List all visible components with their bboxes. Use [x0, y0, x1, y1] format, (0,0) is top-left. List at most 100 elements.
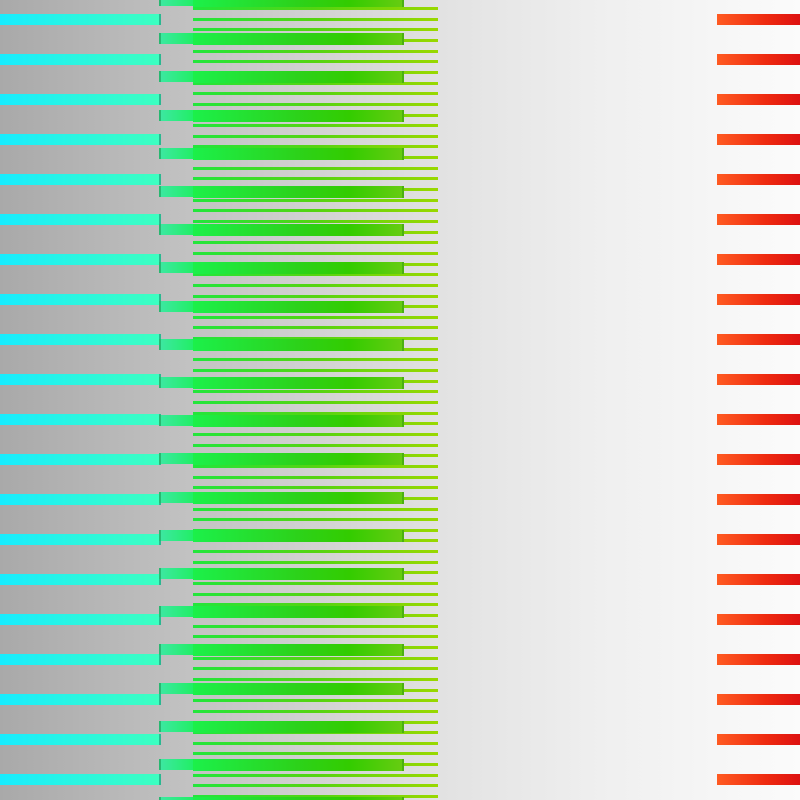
red-bar — [717, 334, 800, 345]
thin-bar — [193, 241, 438, 244]
thin-bar — [193, 358, 438, 361]
red-bar — [717, 694, 800, 705]
red-bar — [717, 734, 800, 745]
cyan-bar — [0, 734, 161, 745]
thin-bar — [193, 444, 438, 447]
green-bar — [193, 110, 404, 122]
stub-bar — [159, 301, 193, 312]
thin-bar — [193, 476, 438, 479]
red-bar — [717, 54, 800, 65]
thin-bar — [193, 92, 438, 95]
cyan-bar — [0, 214, 161, 225]
cyan-bar — [0, 414, 161, 425]
stub-bar — [159, 492, 193, 503]
green-bar — [193, 644, 404, 656]
green-bar — [193, 148, 404, 160]
green-bar — [193, 0, 404, 7]
green-bar — [193, 71, 404, 83]
green-bar — [193, 33, 404, 45]
green-bar — [193, 759, 404, 771]
red-bar — [717, 494, 800, 505]
thin-bar — [193, 582, 438, 585]
thin-bar — [193, 667, 438, 670]
thin-bar — [193, 412, 438, 415]
green-bar — [193, 568, 404, 580]
thin-bar — [193, 603, 438, 606]
thin-bar — [193, 433, 438, 436]
red-bar — [717, 774, 800, 785]
stub-bar — [159, 186, 193, 197]
thin-bar — [193, 742, 438, 745]
thin-bar — [193, 199, 438, 202]
thin-bar — [193, 167, 438, 170]
red-bar — [717, 374, 800, 385]
thin-bar — [193, 60, 438, 63]
thin-bar — [193, 625, 438, 628]
thin-bar — [193, 326, 438, 329]
cyan-bar — [0, 134, 161, 145]
cyan-bar — [0, 654, 161, 665]
red-bar — [717, 294, 800, 305]
thin-bar — [193, 18, 438, 21]
cyan-bar — [0, 534, 161, 545]
red-bar — [717, 14, 800, 25]
thin-bar — [193, 82, 438, 85]
red-bar — [717, 254, 800, 265]
red-bar — [717, 654, 800, 665]
green-bar — [193, 262, 404, 274]
thin-bar — [193, 401, 438, 404]
thin-bar — [193, 508, 438, 511]
stub-bar — [159, 530, 193, 541]
cyan-bar — [0, 454, 161, 465]
thin-bar — [193, 465, 438, 468]
thin-bar — [193, 295, 438, 298]
thin-bar — [193, 316, 438, 319]
stub-bar — [159, 110, 193, 121]
thin-bar — [193, 177, 438, 180]
cyan-bar — [0, 94, 161, 105]
cyan-bar — [0, 14, 161, 25]
stub-bar — [159, 721, 193, 732]
stub-bar — [159, 683, 193, 694]
red-bar — [717, 214, 800, 225]
cyan-bar — [0, 574, 161, 585]
green-bar — [193, 683, 404, 695]
thin-bar — [193, 390, 438, 393]
green-bar — [193, 186, 404, 198]
green-bar — [193, 606, 404, 618]
thin-bar — [193, 678, 438, 681]
green-bar — [193, 797, 404, 800]
stub-bar — [159, 644, 193, 655]
thin-bar — [193, 103, 438, 106]
stub-bar — [159, 148, 193, 159]
red-bar — [717, 534, 800, 545]
green-bar — [193, 453, 404, 465]
thin-bar — [193, 220, 438, 223]
green-bar — [193, 339, 404, 351]
thin-bar — [193, 795, 438, 798]
thin-bar — [193, 518, 438, 521]
stub-bar — [159, 759, 193, 770]
cyan-bar — [0, 294, 161, 305]
red-bar — [717, 454, 800, 465]
thin-bar — [193, 369, 438, 372]
red-bar — [717, 134, 800, 145]
stub-bar — [159, 339, 193, 350]
red-bar — [717, 94, 800, 105]
cyan-bar — [0, 54, 161, 65]
thin-bar — [193, 635, 438, 638]
thin-bar — [193, 657, 438, 660]
stub-bar — [159, 453, 193, 464]
thin-bar — [193, 124, 438, 127]
thin-bar — [193, 774, 438, 777]
cyan-bar — [0, 614, 161, 625]
cyan-bar — [0, 694, 161, 705]
thin-bar — [193, 699, 438, 702]
cyan-bar — [0, 254, 161, 265]
thin-bar — [193, 50, 438, 53]
red-bar — [717, 414, 800, 425]
cyan-bar — [0, 494, 161, 505]
stub-bar — [159, 224, 193, 235]
green-bar — [193, 721, 404, 733]
